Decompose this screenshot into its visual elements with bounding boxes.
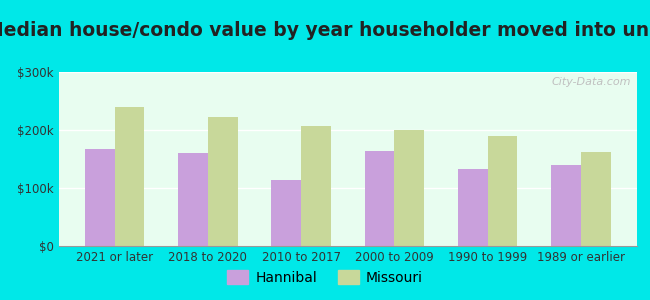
- Bar: [271, 181, 301, 246]
- Bar: [395, 130, 424, 246]
- Bar: [458, 169, 488, 246]
- Bar: [114, 107, 144, 246]
- Bar: [488, 136, 517, 246]
- Legend: Hannibal, Missouri: Hannibal, Missouri: [222, 264, 428, 290]
- Bar: [551, 165, 581, 246]
- Bar: [301, 126, 331, 246]
- Text: Median house/condo value by year householder moved into unit: Median house/condo value by year househo…: [0, 21, 650, 40]
- Bar: [208, 117, 238, 246]
- Text: City-Data.com: City-Data.com: [552, 77, 631, 87]
- Bar: [84, 148, 114, 246]
- Bar: [581, 152, 611, 246]
- Bar: [365, 152, 395, 246]
- Bar: [178, 153, 208, 246]
